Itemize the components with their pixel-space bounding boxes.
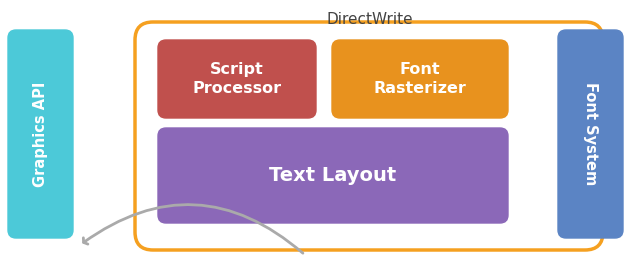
Text: Script
Processor: Script Processor bbox=[192, 62, 281, 96]
Text: Font
Rasterizer: Font Rasterizer bbox=[374, 62, 466, 96]
Text: Text Layout: Text Layout bbox=[269, 166, 397, 185]
FancyBboxPatch shape bbox=[332, 40, 508, 118]
FancyBboxPatch shape bbox=[8, 30, 73, 238]
FancyBboxPatch shape bbox=[558, 30, 623, 238]
Text: DirectWrite: DirectWrite bbox=[327, 13, 413, 28]
FancyBboxPatch shape bbox=[158, 40, 316, 118]
FancyBboxPatch shape bbox=[135, 22, 603, 250]
FancyBboxPatch shape bbox=[158, 128, 508, 223]
Text: Graphics API: Graphics API bbox=[33, 81, 48, 187]
Text: Font System: Font System bbox=[583, 82, 598, 186]
